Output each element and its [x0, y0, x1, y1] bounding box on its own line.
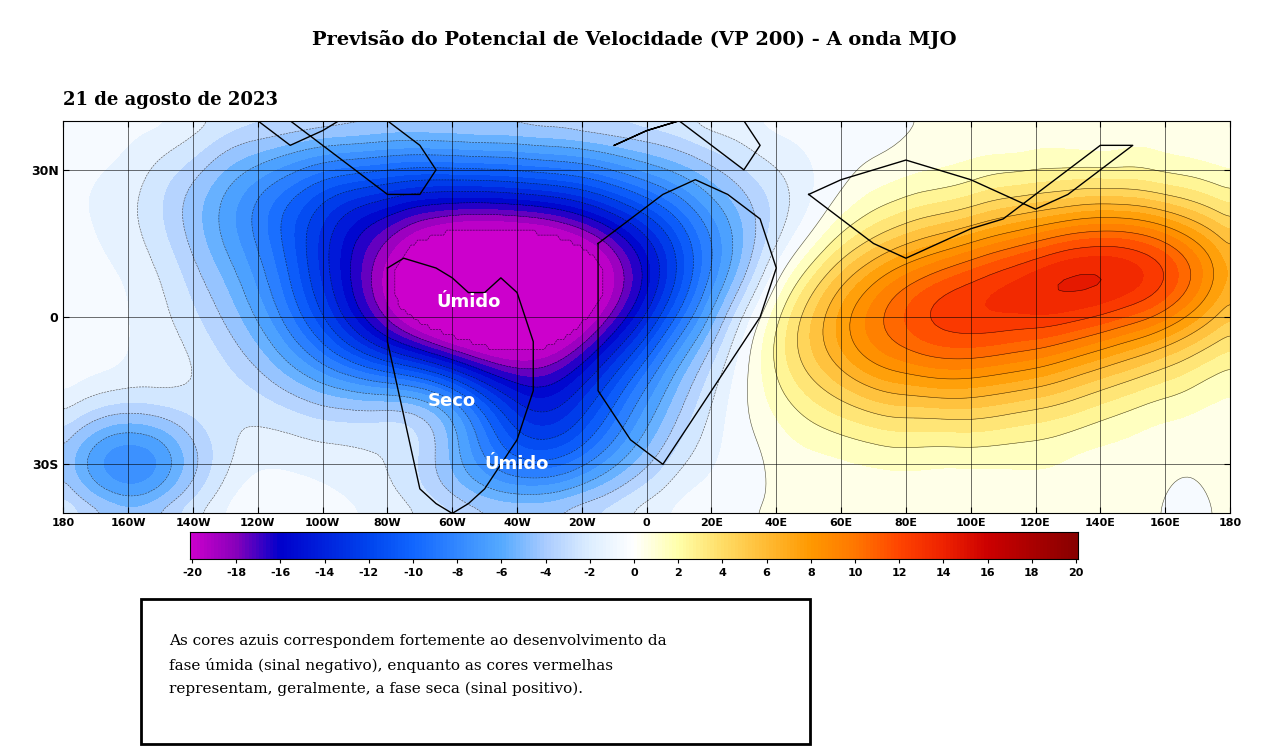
Text: Previsão do Potencial de Velocidade (VP 200) - A onda MJO: Previsão do Potencial de Velocidade (VP … — [312, 30, 956, 49]
Text: Úmido: Úmido — [436, 294, 501, 311]
Text: Úmido: Úmido — [484, 455, 549, 473]
Text: As cores azuis correspondem fortemente ao desenvolvimento da
fase úmida (sinal n: As cores azuis correspondem fortemente a… — [169, 634, 666, 696]
Text: 21 de agosto de 2023: 21 de agosto de 2023 — [63, 91, 279, 109]
FancyBboxPatch shape — [141, 599, 810, 744]
Text: Seco: Seco — [429, 392, 477, 409]
